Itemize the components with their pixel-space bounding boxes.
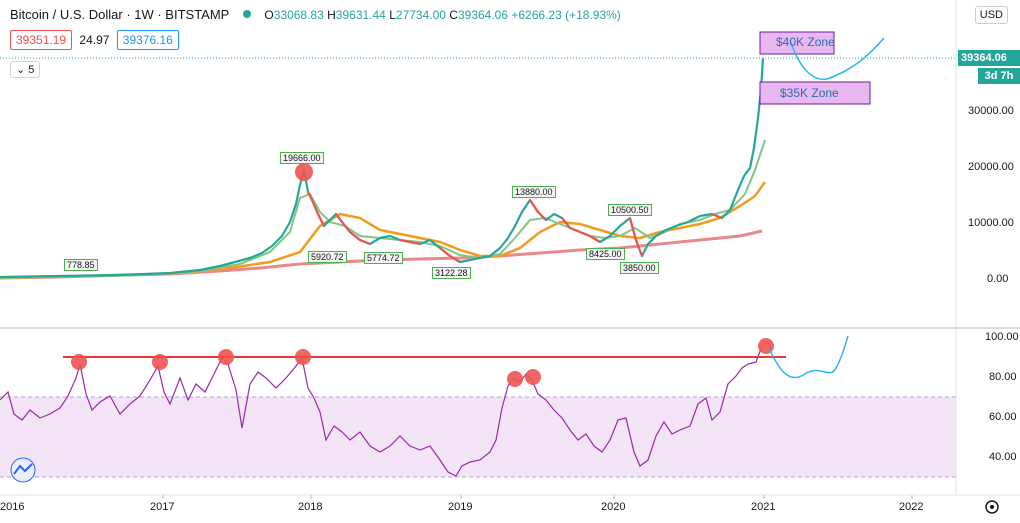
candlestick-series [0, 57, 765, 279]
price-label: 5920.72 [308, 251, 347, 263]
price-label: 778.85 [64, 259, 98, 271]
chevron-down-icon: ⌄ [16, 64, 26, 76]
rsi-projection-path[interactable] [769, 335, 849, 379]
indicators-count: 5 [28, 64, 35, 76]
ohlc-readout: O33068.83 H39631.44 L27734.00 C39364.06 … [264, 8, 621, 22]
price-tick: 10000.00 [968, 217, 1014, 229]
time-tick: 2019 [448, 501, 473, 513]
price-tick: 20000.00 [968, 161, 1014, 173]
price-projection-path[interactable] [789, 37, 885, 81]
zone-35k-box[interactable] [759, 81, 871, 105]
price-label: 10500.50 [608, 204, 652, 216]
price-label: 3122.28 [432, 267, 471, 279]
time-tick: 2018 [298, 501, 323, 513]
rsi-peak-markers [71, 338, 774, 387]
price-label: 13880.00 [512, 186, 556, 198]
zone-40k-label: $40K Zone [776, 35, 835, 49]
last-price-tag: 39364.06 [958, 50, 1020, 66]
zone-40k-box[interactable] [759, 31, 835, 55]
rsi-tick: 80.00 [989, 371, 1017, 383]
zone-35k-label: $35K Zone [780, 86, 839, 100]
ask-price[interactable]: 39376.16 [116, 30, 179, 50]
tradingview-logo-mark [13, 463, 33, 475]
price-tick: 30000.00 [968, 105, 1014, 117]
rsi-line [0, 345, 763, 477]
price-label: 19666.00 [280, 152, 324, 164]
rsi-tick: 40.00 [989, 451, 1017, 463]
rsi-tick: 100.00 [985, 331, 1019, 343]
price-label: 3850.00 [620, 262, 659, 274]
spread-value: 24.97 [79, 33, 110, 47]
bid-price[interactable]: 39351.19 [10, 30, 73, 50]
time-tick: 2022 [899, 501, 924, 513]
currency-button[interactable]: USD [974, 6, 1008, 24]
market-status-icon [242, 10, 251, 18]
time-tick: 2016 [0, 501, 25, 513]
time-tick: 2017 [150, 501, 175, 513]
time-tick: 2021 [751, 501, 776, 513]
rsi-tick: 60.00 [989, 411, 1017, 423]
peak-marker [295, 163, 313, 181]
gear-icon[interactable] [985, 500, 999, 514]
rsi-band [0, 397, 956, 477]
bid-ask-row: 39351.19 24.97 39376.16 [10, 30, 179, 50]
price-label: 8425.00 [586, 248, 625, 260]
price-label: 5774.72 [364, 252, 403, 264]
time-tick: 2020 [601, 501, 626, 513]
time-axis-ticks [162, 495, 913, 499]
chart-header: Bitcoin / U.S. Dollar · 1W · BITSTAMP O3… [10, 7, 621, 22]
gear-icon-center [990, 505, 994, 509]
bar-countdown-tag: 3d 7h [978, 68, 1020, 84]
symbol-title[interactable]: Bitcoin / U.S. Dollar · 1W · BITSTAMP [10, 7, 230, 22]
price-tick: 0.00 [987, 273, 1009, 285]
indicators-toggle[interactable]: ⌄ 5 [10, 61, 41, 78]
